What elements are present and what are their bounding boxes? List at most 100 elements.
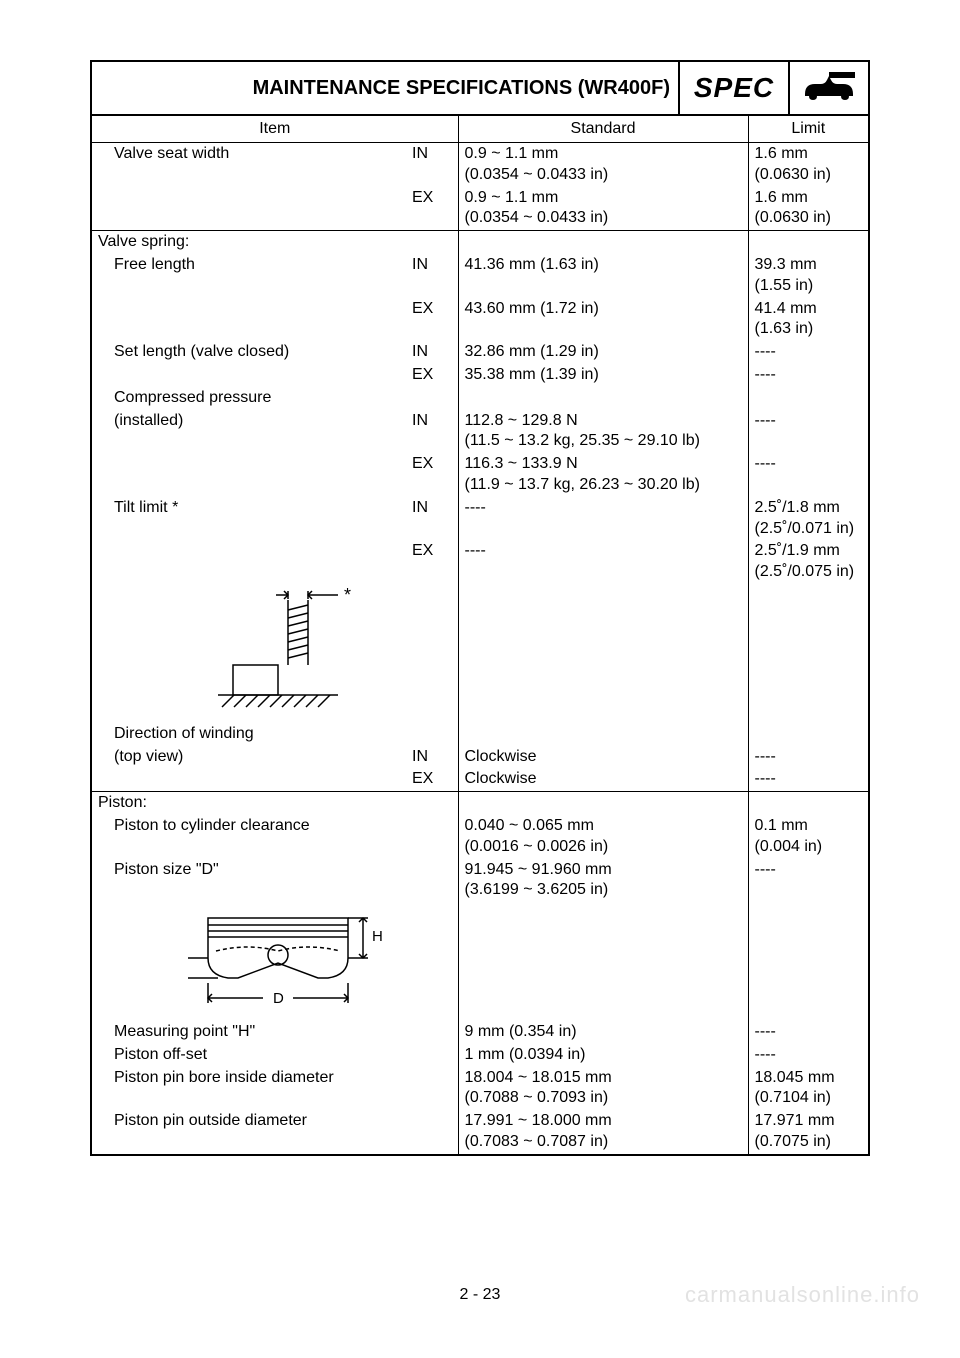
cell-limit: 39.3 mm(1.55 in) [748, 254, 868, 298]
spec-badge: SPEC [678, 62, 788, 114]
cell-limit: ---- [748, 364, 868, 387]
cell-limit: 1.6 mm(0.0630 in) [748, 143, 868, 187]
table-row: Piston: [92, 792, 868, 815]
table-row: Compressed pressure [92, 387, 868, 410]
cell-sub: EX [408, 453, 458, 497]
cell-limit: ---- [748, 746, 868, 769]
cell-sub [408, 792, 458, 815]
cell-item [92, 540, 408, 584]
cell-limit: ---- [748, 768, 868, 791]
cell-limit [748, 902, 868, 1021]
cell-item [92, 768, 408, 791]
cell-sub: EX [408, 768, 458, 791]
cell-standard: Clockwise [458, 746, 748, 769]
cell-standard: 17.991 ~ 18.000 mm(0.7083 ~ 0.7087 in) [458, 1110, 748, 1155]
cell-sub [408, 231, 458, 254]
cell-item: Piston off-set [92, 1044, 408, 1067]
spring-star-label: * [344, 585, 351, 605]
table-row: Valve spring: [92, 231, 868, 254]
table-row: Piston pin outside diameter 17.991 ~ 18.0… [92, 1110, 868, 1155]
cell-sub: EX [408, 187, 458, 231]
cell-limit: 17.971 mm(0.7075 in) [748, 1110, 868, 1155]
spring-diagram: * [198, 585, 368, 715]
cell-sub [408, 1110, 458, 1155]
page-title: MAINTENANCE SPECIFICATIONS (WR400F) [92, 62, 678, 114]
cell-sub [408, 1044, 458, 1067]
cell-sub: IN [408, 410, 458, 454]
cell-sub: EX [408, 540, 458, 584]
cell-item: Piston size "D" [92, 859, 408, 903]
cell-standard: 41.36 mm (1.63 in) [458, 254, 748, 298]
cell-limit [748, 584, 868, 723]
cell-item [92, 298, 408, 342]
cell-standard: 0.9 ~ 1.1 mm(0.0354 ~ 0.0433 in) [458, 143, 748, 187]
cell-limit [748, 231, 868, 254]
cell-limit: ---- [748, 1021, 868, 1044]
watermark: carmanualsonline.info [685, 1282, 920, 1308]
cell-standard: 116.3 ~ 133.9 N(11.9 ~ 13.7 kg, 26.23 ~ … [458, 453, 748, 497]
diagram-cell: H D [92, 902, 458, 1021]
header-row: MAINTENANCE SPECIFICATIONS (WR400F) SPEC [92, 62, 868, 116]
cell-item: Valve spring: [92, 231, 408, 254]
cell-limit: 41.4 mm(1.63 in) [748, 298, 868, 342]
table-row: EXClockwise---- [92, 768, 868, 791]
cell-item: Set length (valve closed) [92, 341, 408, 364]
table-row: Piston size "D"91.945 ~ 91.960 mm(3.6199… [92, 859, 868, 903]
cell-sub [408, 723, 458, 746]
cell-limit: 2.5˚/1.9 mm(2.5˚/0.075 in) [748, 540, 868, 584]
cell-item: Free length [92, 254, 408, 298]
cell-item: Piston to cylinder clearance [92, 815, 408, 859]
cell-item [92, 187, 408, 231]
table-row: Tilt limit *IN----2.5˚/1.8 mm(2.5˚/0.071… [92, 497, 868, 541]
table-row: Piston off-set1 mm (0.0394 in)---- [92, 1044, 868, 1067]
table-row: H D [92, 902, 868, 1021]
piston-d-label: D [273, 990, 284, 1007]
cell-sub [408, 1067, 458, 1111]
cell-limit [748, 387, 868, 410]
cell-standard [458, 792, 748, 815]
cell-standard: 18.004 ~ 18.015 mm(0.7088 ~ 0.7093 in) [458, 1067, 748, 1111]
cell-standard: 43.60 mm (1.72 in) [458, 298, 748, 342]
table-row: * [92, 584, 868, 723]
table-row: Measuring point "H"9 mm (0.354 in)---- [92, 1021, 868, 1044]
cell-standard: 32.86 mm (1.29 in) [458, 341, 748, 364]
cell-item: (top view) [92, 746, 408, 769]
cell-sub: IN [408, 341, 458, 364]
cell-sub [408, 859, 458, 903]
cell-standard [458, 723, 748, 746]
cell-standard: 9 mm (0.354 in) [458, 1021, 748, 1044]
cell-limit: ---- [748, 410, 868, 454]
cell-sub: IN [408, 143, 458, 187]
cell-standard: Clockwise [458, 768, 748, 791]
cell-item: (installed) [92, 410, 408, 454]
cell-item: Tilt limit * [92, 497, 408, 541]
table-row: EX116.3 ~ 133.9 N(11.9 ~ 13.7 kg, 26.23 … [92, 453, 868, 497]
cell-item: Direction of winding [92, 723, 408, 746]
cell-item: Compressed pressure [92, 387, 408, 410]
table-row: Piston pin bore inside diameter 18.004 ~ … [92, 1067, 868, 1111]
page-frame: MAINTENANCE SPECIFICATIONS (WR400F) SPEC… [90, 60, 870, 1156]
cell-standard: ---- [458, 540, 748, 584]
cell-item: Piston pin outside diameter [92, 1110, 408, 1155]
col-standard: Standard [458, 116, 748, 143]
table-row: Free lengthIN41.36 mm (1.63 in)39.3 mm(1… [92, 254, 868, 298]
cell-limit: 18.045 mm(0.7104 in) [748, 1067, 868, 1111]
table-row: Set length (valve closed)IN32.86 mm (1.2… [92, 341, 868, 364]
table-header-row: Item Standard Limit [92, 116, 868, 143]
cell-sub [408, 1021, 458, 1044]
cell-sub: IN [408, 497, 458, 541]
cell-standard [458, 902, 748, 1021]
cell-sub [408, 815, 458, 859]
cell-sub: IN [408, 746, 458, 769]
table-row: Piston to cylinder clearance0.040 ~ 0.06… [92, 815, 868, 859]
cell-sub [408, 387, 458, 410]
cell-item [92, 453, 408, 497]
table-row: EX35.38 mm (1.39 in)---- [92, 364, 868, 387]
table-row: Valve seat widthIN0.9 ~ 1.1 mm(0.0354 ~ … [92, 143, 868, 187]
table-row: EX----2.5˚/1.9 mm(2.5˚/0.075 in) [92, 540, 868, 584]
col-limit: Limit [748, 116, 868, 143]
cell-standard: 112.8 ~ 129.8 N(11.5 ~ 13.2 kg, 25.35 ~ … [458, 410, 748, 454]
cell-limit: ---- [748, 453, 868, 497]
table-row: (top view)INClockwise---- [92, 746, 868, 769]
cell-item: Piston pin bore inside diameter [92, 1067, 408, 1111]
